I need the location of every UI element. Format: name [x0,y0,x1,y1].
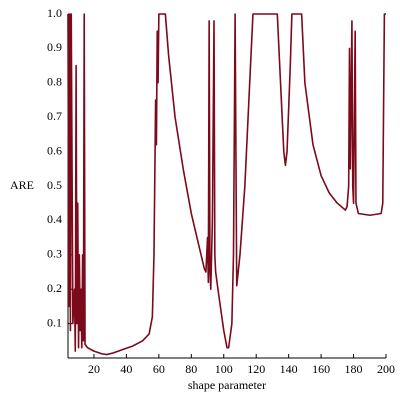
x-tick-label: 120 [247,362,265,376]
x-tick-label: 80 [185,362,197,376]
y-tick-label: 0.4 [47,212,62,226]
y-tick-label: 0.5 [47,178,62,192]
x-tick-label: 40 [120,362,132,376]
y-tick-label: 0.3 [47,247,62,261]
data-line [67,13,386,356]
x-tick-label: 20 [88,362,100,376]
x-axis-label: shape parameter [188,378,266,392]
x-tick-label: 100 [215,362,233,376]
y-tick-label: 0.2 [47,281,62,295]
y-axis-label: ARE [10,178,34,192]
x-tick-label: 180 [345,362,363,376]
y-tick-label: 0.8 [47,75,62,89]
x-tick-label: 60 [153,362,165,376]
x-tick-label: 160 [312,362,330,376]
x-tick-label: 140 [280,362,298,376]
y-tick-label: 0.1 [47,315,62,329]
y-tick-label: 0.6 [47,143,62,157]
y-tick-label: 1.0 [47,6,62,20]
x-tick-label: 200 [377,362,395,376]
y-tick-label: 0.9 [47,40,62,54]
y-tick-label: 0.7 [47,109,62,123]
